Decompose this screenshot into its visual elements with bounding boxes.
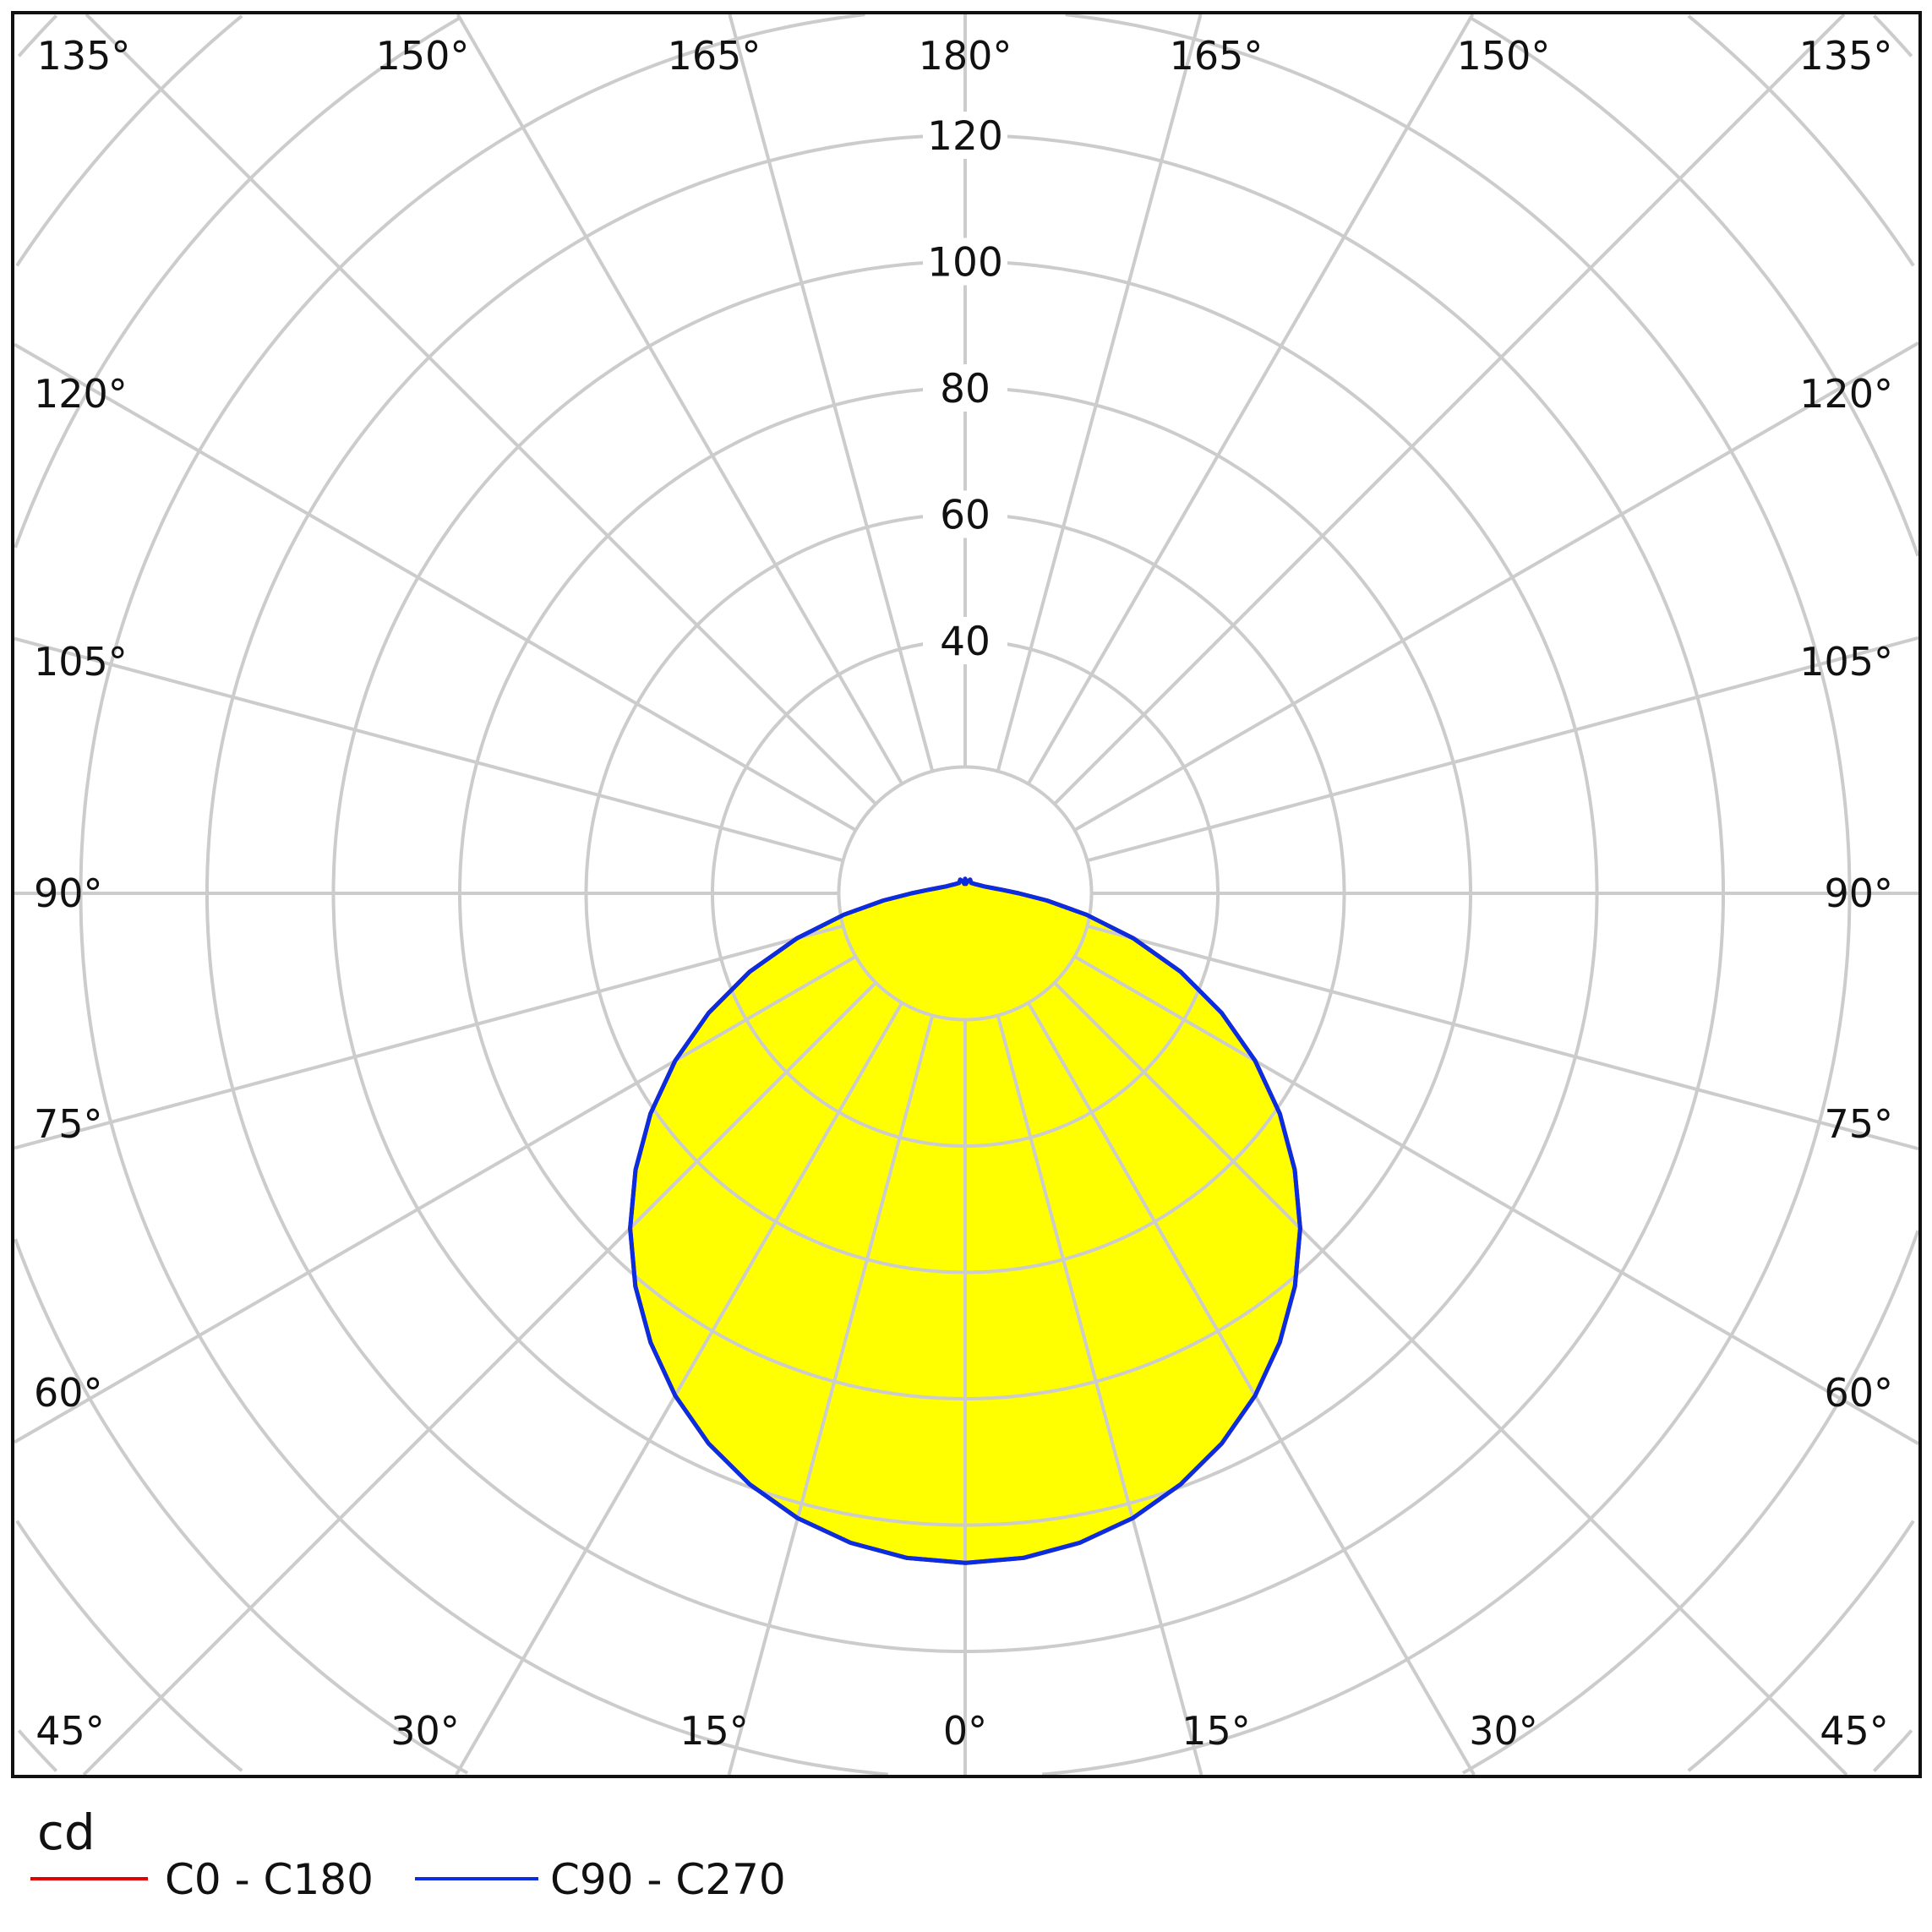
angle-label-bottom: 45° [35, 1708, 105, 1754]
angle-label-bottom: 45° [1820, 1708, 1889, 1754]
radial-tick-bg [923, 364, 1007, 412]
grid-spoke [1086, 924, 1919, 1151]
grid-spoke [1086, 636, 1919, 863]
angle-label-bottom: 0° [943, 1708, 987, 1754]
radial-tick-label: 40 [940, 619, 991, 665]
grid-spoke [455, 1001, 903, 1776]
grid-spoke [14, 924, 844, 1150]
intensity-curve-c90-c270 [628, 876, 1302, 1565]
grid-spoke [996, 14, 1203, 772]
grid-ring [14, 16, 1920, 1775]
grid-spoke [727, 1014, 935, 1776]
angle-label-left: 60° [34, 1370, 103, 1416]
grid-spoke [996, 1014, 1203, 1776]
angle-label-left: 120° [34, 371, 128, 417]
angle-label-right: 90° [1824, 870, 1893, 916]
grid-spoke [1053, 13, 1846, 805]
angle-label-left: 75° [34, 1101, 103, 1147]
legend-label-c0: C0 - C180 [165, 1855, 374, 1904]
angle-label-bottom: 30° [1469, 1708, 1538, 1754]
radial-tick-bg [923, 112, 1007, 159]
plot-border [11, 11, 1922, 1778]
grid-spoke [1073, 955, 1920, 1445]
grid-spoke [13, 342, 857, 832]
grid-spoke [728, 14, 935, 772]
angle-label-right: 120° [1799, 371, 1893, 417]
radial-tick-label: 120 [927, 113, 1003, 160]
radial-tick-label: 100 [927, 240, 1003, 287]
angle-label-top: 165° [1170, 33, 1263, 79]
angle-label-left: 105° [34, 639, 128, 685]
radial-tick-bg [923, 490, 1007, 538]
radial-tick-label: 60 [940, 493, 991, 539]
grid-ring [79, 13, 1852, 1776]
grid-spoke [85, 13, 877, 805]
angle-label-top: 150° [376, 33, 470, 79]
legend-label-c90: C90 - C270 [550, 1855, 786, 1904]
grid-spoke [13, 955, 857, 1444]
grid-spoke [14, 636, 844, 863]
angle-label-right: 60° [1824, 1370, 1893, 1416]
grid-spoke [456, 13, 903, 785]
angle-label-top: 150° [1457, 33, 1551, 79]
radial-tick-bg [923, 617, 1007, 664]
grid-spoke [1027, 1001, 1476, 1776]
grid-spoke [82, 981, 877, 1776]
unit-label: cd [37, 1804, 96, 1861]
angle-label-bottom: 15° [679, 1708, 749, 1754]
grid-spoke [1027, 13, 1475, 785]
angle-label-top: 180° [919, 33, 1012, 79]
grid-ring [17, 14, 1913, 1772]
grid-ring [15, 14, 1915, 1772]
angle-label-right: 105° [1799, 639, 1893, 685]
angle-label-bottom: 15° [1182, 1708, 1251, 1754]
angle-label-right: 75° [1824, 1101, 1893, 1147]
angle-label-top: 135° [37, 33, 131, 79]
grid-spoke [1053, 981, 1848, 1776]
angle-label-top: 165° [668, 33, 761, 79]
angle-label-bottom: 30° [390, 1708, 460, 1754]
angle-label-left: 90° [34, 870, 103, 916]
radial-tick-bg [923, 237, 1007, 286]
angle-label-top: 135° [1799, 33, 1893, 79]
radial-tick-label: 80 [940, 366, 991, 412]
grid-spoke [1073, 341, 1920, 832]
